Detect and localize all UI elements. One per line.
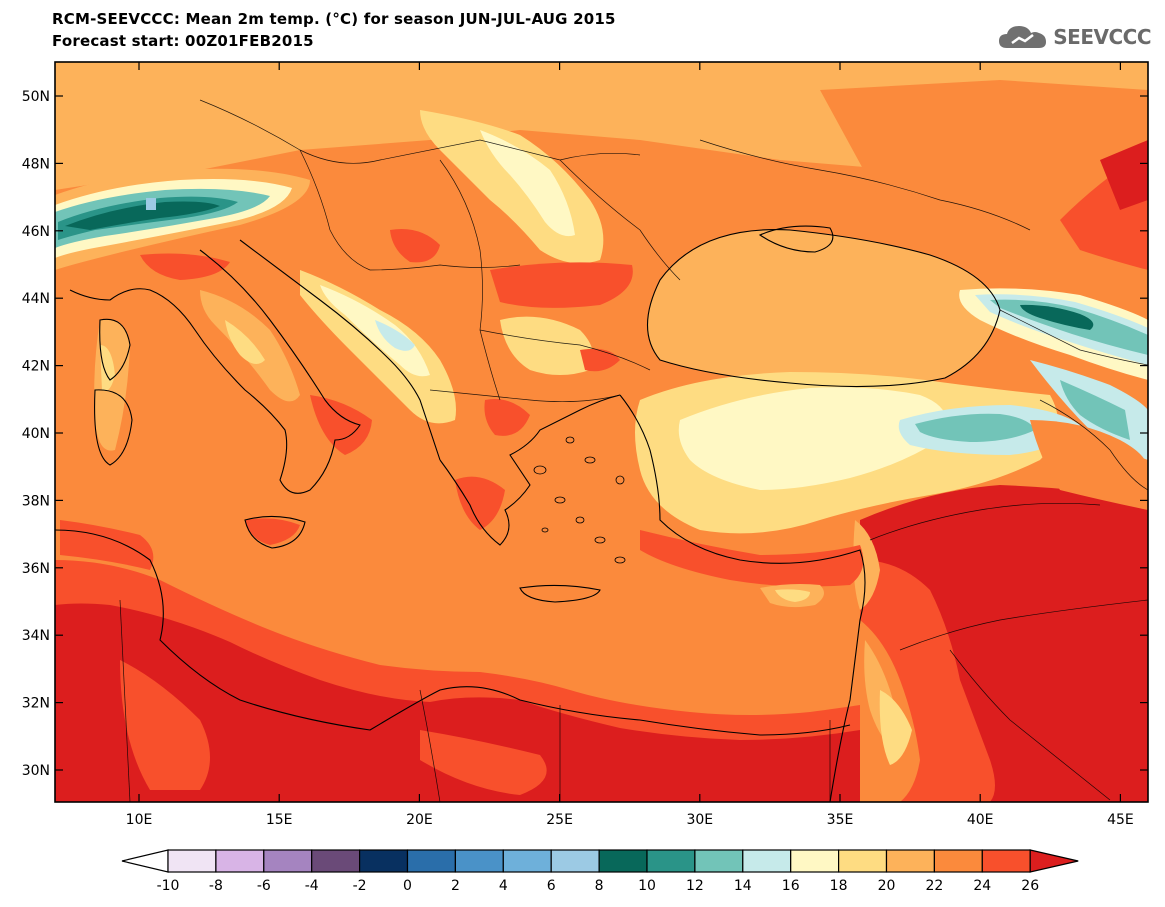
lat-label: 42N bbox=[22, 359, 50, 375]
lat-label: 30N bbox=[22, 763, 50, 779]
lat-label: 46N bbox=[22, 224, 50, 240]
lon-label: 45E bbox=[1107, 812, 1134, 828]
lat-label: 40N bbox=[22, 426, 50, 442]
colorbar-label: -6 bbox=[257, 878, 271, 894]
colorbar-label: 26 bbox=[1021, 878, 1039, 894]
cloud-icon bbox=[999, 26, 1047, 48]
colorbar-label: 24 bbox=[973, 878, 991, 894]
colorbar-swatch bbox=[694, 849, 744, 873]
lon-label: 20E bbox=[406, 812, 433, 828]
colorbar-label: -10 bbox=[157, 878, 180, 894]
colorbar-over-arrow bbox=[1029, 849, 1079, 873]
colorbar-label: -8 bbox=[209, 878, 223, 894]
colorbar-swatch bbox=[215, 849, 265, 873]
colorbar-label: 2 bbox=[451, 878, 460, 894]
lon-label: 10E bbox=[126, 812, 153, 828]
forecast-start-label: Forecast start: 00Z01FEB2015 bbox=[52, 32, 314, 50]
lat-label: 38N bbox=[22, 493, 50, 509]
coastlines bbox=[55, 225, 1001, 802]
colorbar-swatch bbox=[790, 849, 840, 873]
colorbar-swatch bbox=[167, 849, 217, 873]
seevccc-logo: SEEVCCC bbox=[997, 22, 1151, 52]
colorbar-label: 10 bbox=[638, 878, 656, 894]
latitude-axis: 50N 48N 46N 44N 42N 40N 38N 36N 34N 32N 30N bbox=[22, 89, 1148, 779]
colorbar-swatch bbox=[406, 849, 457, 873]
lat-label: 44N bbox=[22, 291, 50, 307]
colorbar-label: 22 bbox=[925, 878, 943, 894]
colorbar-swatch bbox=[933, 849, 983, 873]
colorbar-label: 4 bbox=[499, 878, 508, 894]
colorbar-label: 14 bbox=[734, 878, 752, 894]
colorbar-swatch bbox=[598, 849, 648, 873]
colorbar-swatch bbox=[646, 849, 696, 873]
colorbar-label: 16 bbox=[782, 878, 800, 894]
lat-label: 48N bbox=[22, 156, 50, 172]
colorbar-swatch bbox=[263, 849, 313, 873]
lat-label: 34N bbox=[22, 628, 50, 644]
colorbar-under-arrow bbox=[121, 849, 169, 873]
lon-label: 25E bbox=[546, 812, 573, 828]
lon-label: 35E bbox=[827, 812, 854, 828]
colorbar-swatch bbox=[454, 849, 504, 873]
colorbar-swatch bbox=[502, 849, 552, 873]
map-frame bbox=[54, 61, 1149, 803]
colorbar-label: -2 bbox=[353, 878, 367, 894]
colorbar-label: 6 bbox=[547, 878, 556, 894]
map-title: RCM-SEEVCCC: Mean 2m temp. (°C) for seas… bbox=[52, 10, 616, 28]
colorbar-label: -4 bbox=[305, 878, 319, 894]
colorbar-label: 8 bbox=[595, 878, 604, 894]
aegean-islands bbox=[533, 436, 626, 564]
colorbar-swatch bbox=[837, 849, 888, 873]
colorbar-swatch bbox=[885, 849, 936, 873]
lat-label: 36N bbox=[22, 561, 50, 577]
lat-label: 50N bbox=[22, 89, 50, 105]
colorbar-label: 20 bbox=[878, 878, 896, 894]
colorbar: -10 -8 -6 -4 -2 0 2 4 6 8 10 12 14 16 18 20 22 24 26 bbox=[121, 849, 1079, 894]
colorbar-swatch bbox=[359, 849, 409, 873]
colorbar-swatch bbox=[742, 849, 792, 873]
borders bbox=[119, 99, 1148, 802]
logo-text: SEEVCCC bbox=[1053, 25, 1151, 49]
colorbar-label: 18 bbox=[830, 878, 848, 894]
colorbar-label: 12 bbox=[686, 878, 704, 894]
colorbar-swatch bbox=[311, 849, 361, 873]
colorbar-swatch bbox=[550, 849, 600, 873]
colorbar-label: 0 bbox=[403, 878, 412, 894]
longitude-axis: 10E 15E 20E 25E 30E 35E 40E 45E bbox=[126, 62, 1134, 828]
lon-label: 15E bbox=[266, 812, 293, 828]
lat-label: 32N bbox=[22, 696, 50, 712]
colorbar-swatch bbox=[981, 849, 1031, 873]
lon-label: 40E bbox=[967, 812, 994, 828]
temperature-field bbox=[55, 62, 1148, 802]
lon-label: 30E bbox=[686, 812, 713, 828]
